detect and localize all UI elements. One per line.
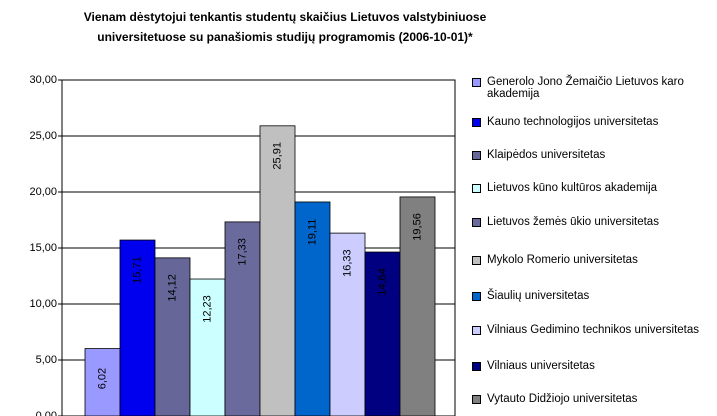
- y-tick-label: 20,00: [29, 186, 57, 198]
- legend-swatch: [472, 151, 481, 160]
- legend-label: Klaipėdos universitetas: [487, 149, 606, 161]
- value-label: 19,11: [306, 219, 318, 246]
- value-label: 14,64: [376, 268, 388, 296]
- legend-entry: Vytauto Didžiojo universitetas: [472, 393, 712, 405]
- legend-entry: Vilniaus Gedimino technikos universiteta…: [472, 324, 712, 336]
- legend-entry: Šiaulių universitetas: [472, 290, 712, 302]
- legend-swatch: [472, 218, 481, 227]
- value-label: 14,12: [166, 274, 178, 302]
- value-label: 15,71: [131, 256, 143, 284]
- legend-entry: Mykolo Romerio universitetas: [472, 254, 712, 266]
- bar: [189, 278, 226, 416]
- legend-label: Mykolo Romerio universitetas: [487, 254, 638, 266]
- legend-label: Vilniaus Gedimino technikos universiteta…: [487, 324, 700, 336]
- legend-label: Generolo Jono Žemaičio Lietuvos karo aka…: [487, 76, 684, 100]
- legend-entry: Vilniaus universitetas: [472, 360, 712, 372]
- value-label: 25,91: [271, 142, 283, 170]
- chart-title: universitetuose su panašiomis studijų pr…: [97, 30, 473, 44]
- y-tick-label: 15,00: [29, 242, 57, 254]
- bar: [259, 125, 296, 416]
- legend-swatch: [472, 256, 481, 265]
- bar: [399, 196, 436, 416]
- bar: [119, 239, 156, 416]
- legend-label: Lietuvos žemės ūkio universitetas: [487, 216, 659, 228]
- bar: [329, 232, 366, 416]
- legend-label: Kauno technologijos universitetas: [487, 116, 659, 128]
- y-tick-label: 0,00: [36, 410, 57, 416]
- y-tick-label: 5,00: [36, 354, 57, 366]
- value-label: 16,33: [341, 249, 353, 277]
- y-tick-label: 10,00: [29, 298, 57, 310]
- legend-label: Lietuvos kūno kultūros akademija: [487, 182, 658, 194]
- legend-label: Šiaulių universitetas: [487, 290, 590, 302]
- legend-swatch: [472, 184, 481, 193]
- y-tick-label: 25,00: [29, 130, 57, 142]
- legend-swatch: [472, 362, 481, 371]
- legend-swatch: [472, 292, 481, 301]
- value-label: 6,02: [96, 368, 108, 389]
- value-label: 19,56: [411, 213, 423, 241]
- legend-label: Vilniaus universitetas: [487, 360, 595, 372]
- legend-swatch: [472, 395, 481, 404]
- legend-entry: Kauno technologijos universitetas: [472, 116, 712, 128]
- legend-label: Vytauto Didžiojo universitetas: [487, 393, 638, 405]
- legend-entry: Klaipėdos universitetas: [472, 149, 712, 161]
- legend-swatch: [472, 78, 481, 87]
- chart-title: Vienam dėstytojui tenkantis studentų ska…: [84, 10, 487, 24]
- y-tick-label: 30,00: [29, 74, 57, 86]
- legend-entry: Lietuvos žemės ūkio universitetas: [472, 216, 712, 228]
- value-label: 17,33: [236, 238, 248, 266]
- legend-entry: Generolo Jono Žemaičio Lietuvos karo aka…: [472, 76, 712, 100]
- value-label: 12,23: [201, 295, 213, 323]
- legend-entry: Lietuvos kūno kultūros akademija: [472, 182, 712, 194]
- legend-swatch: [472, 118, 481, 127]
- legend-swatch: [472, 326, 481, 335]
